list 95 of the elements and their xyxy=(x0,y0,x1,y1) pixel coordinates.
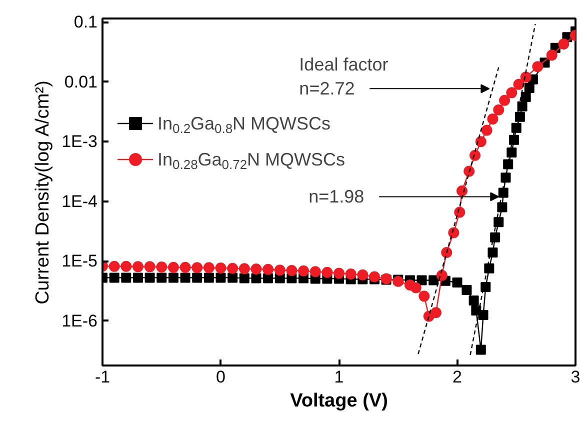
point xyxy=(334,268,344,279)
point xyxy=(144,272,155,283)
point xyxy=(368,271,380,282)
point xyxy=(499,94,510,106)
point xyxy=(250,264,262,275)
point xyxy=(180,272,190,283)
point xyxy=(322,266,333,278)
point xyxy=(251,273,262,284)
point xyxy=(428,275,439,286)
x-tick-label: 3 xyxy=(570,368,580,386)
point xyxy=(156,272,167,283)
y-tick-label: 1E-5 xyxy=(62,252,98,271)
point xyxy=(132,272,143,283)
y-tick-label: 0.1 xyxy=(74,12,98,32)
point xyxy=(506,147,517,158)
x-axis-title: Voltage (V) xyxy=(290,390,388,412)
y-tick-label: 1E-3 xyxy=(62,132,98,152)
point xyxy=(203,262,214,274)
point xyxy=(520,92,531,102)
point xyxy=(509,134,520,145)
point xyxy=(506,87,518,98)
point xyxy=(156,262,168,272)
point xyxy=(357,269,368,280)
point xyxy=(497,202,508,212)
point xyxy=(436,270,448,281)
point xyxy=(274,264,286,276)
point xyxy=(144,261,156,272)
point xyxy=(310,266,321,278)
point xyxy=(481,124,492,136)
point xyxy=(418,290,430,302)
point xyxy=(215,262,226,274)
point xyxy=(520,72,532,83)
point xyxy=(441,246,452,258)
point xyxy=(262,264,274,275)
point xyxy=(524,83,534,94)
point xyxy=(478,310,488,320)
point xyxy=(532,61,544,72)
point xyxy=(286,264,298,276)
point xyxy=(468,296,479,306)
point xyxy=(558,38,570,50)
point xyxy=(456,185,468,196)
point xyxy=(298,265,310,276)
point xyxy=(480,282,491,292)
point xyxy=(227,262,238,274)
point xyxy=(239,273,250,284)
annotation: n=1.98 xyxy=(308,186,364,207)
x-tick-label: -1 xyxy=(94,368,110,386)
point xyxy=(462,284,472,295)
point xyxy=(513,78,524,90)
point xyxy=(469,150,480,161)
point xyxy=(494,217,504,228)
point xyxy=(454,206,466,218)
point xyxy=(108,260,120,272)
y-tick-label: 0.01 xyxy=(64,72,98,92)
point xyxy=(132,261,144,272)
point xyxy=(416,275,427,286)
point xyxy=(345,268,356,280)
point xyxy=(120,260,132,272)
point xyxy=(498,188,508,198)
point xyxy=(228,272,238,283)
point xyxy=(168,262,179,273)
point xyxy=(430,307,442,318)
point xyxy=(464,166,475,177)
point xyxy=(192,262,203,274)
point xyxy=(452,278,462,288)
point xyxy=(448,227,460,238)
point xyxy=(503,159,514,170)
point xyxy=(109,272,120,283)
point xyxy=(192,272,202,283)
point xyxy=(493,104,504,116)
point xyxy=(238,263,250,274)
point xyxy=(490,232,500,242)
annotation: Ideal factor n=2.72 xyxy=(299,54,388,99)
y-tick-label: 1E-4 xyxy=(62,192,98,211)
point xyxy=(475,136,486,148)
point xyxy=(168,272,178,283)
point xyxy=(476,344,486,355)
point xyxy=(500,172,511,183)
point xyxy=(121,272,132,283)
point xyxy=(514,112,525,122)
point xyxy=(487,113,498,124)
point xyxy=(410,282,422,294)
point xyxy=(546,50,558,61)
x-tick-label: 1 xyxy=(334,368,344,386)
point xyxy=(517,101,528,112)
x-tick-label: 2 xyxy=(452,368,462,386)
y-tick-label: 1E-6 xyxy=(62,311,98,330)
point xyxy=(488,247,498,258)
point xyxy=(216,272,226,283)
point xyxy=(204,272,214,283)
point xyxy=(180,262,191,273)
point xyxy=(511,122,522,133)
x-tick-label: 0 xyxy=(216,368,226,386)
y-axis-title: Current Density(log A/cm²) xyxy=(32,80,54,304)
point xyxy=(484,263,494,274)
